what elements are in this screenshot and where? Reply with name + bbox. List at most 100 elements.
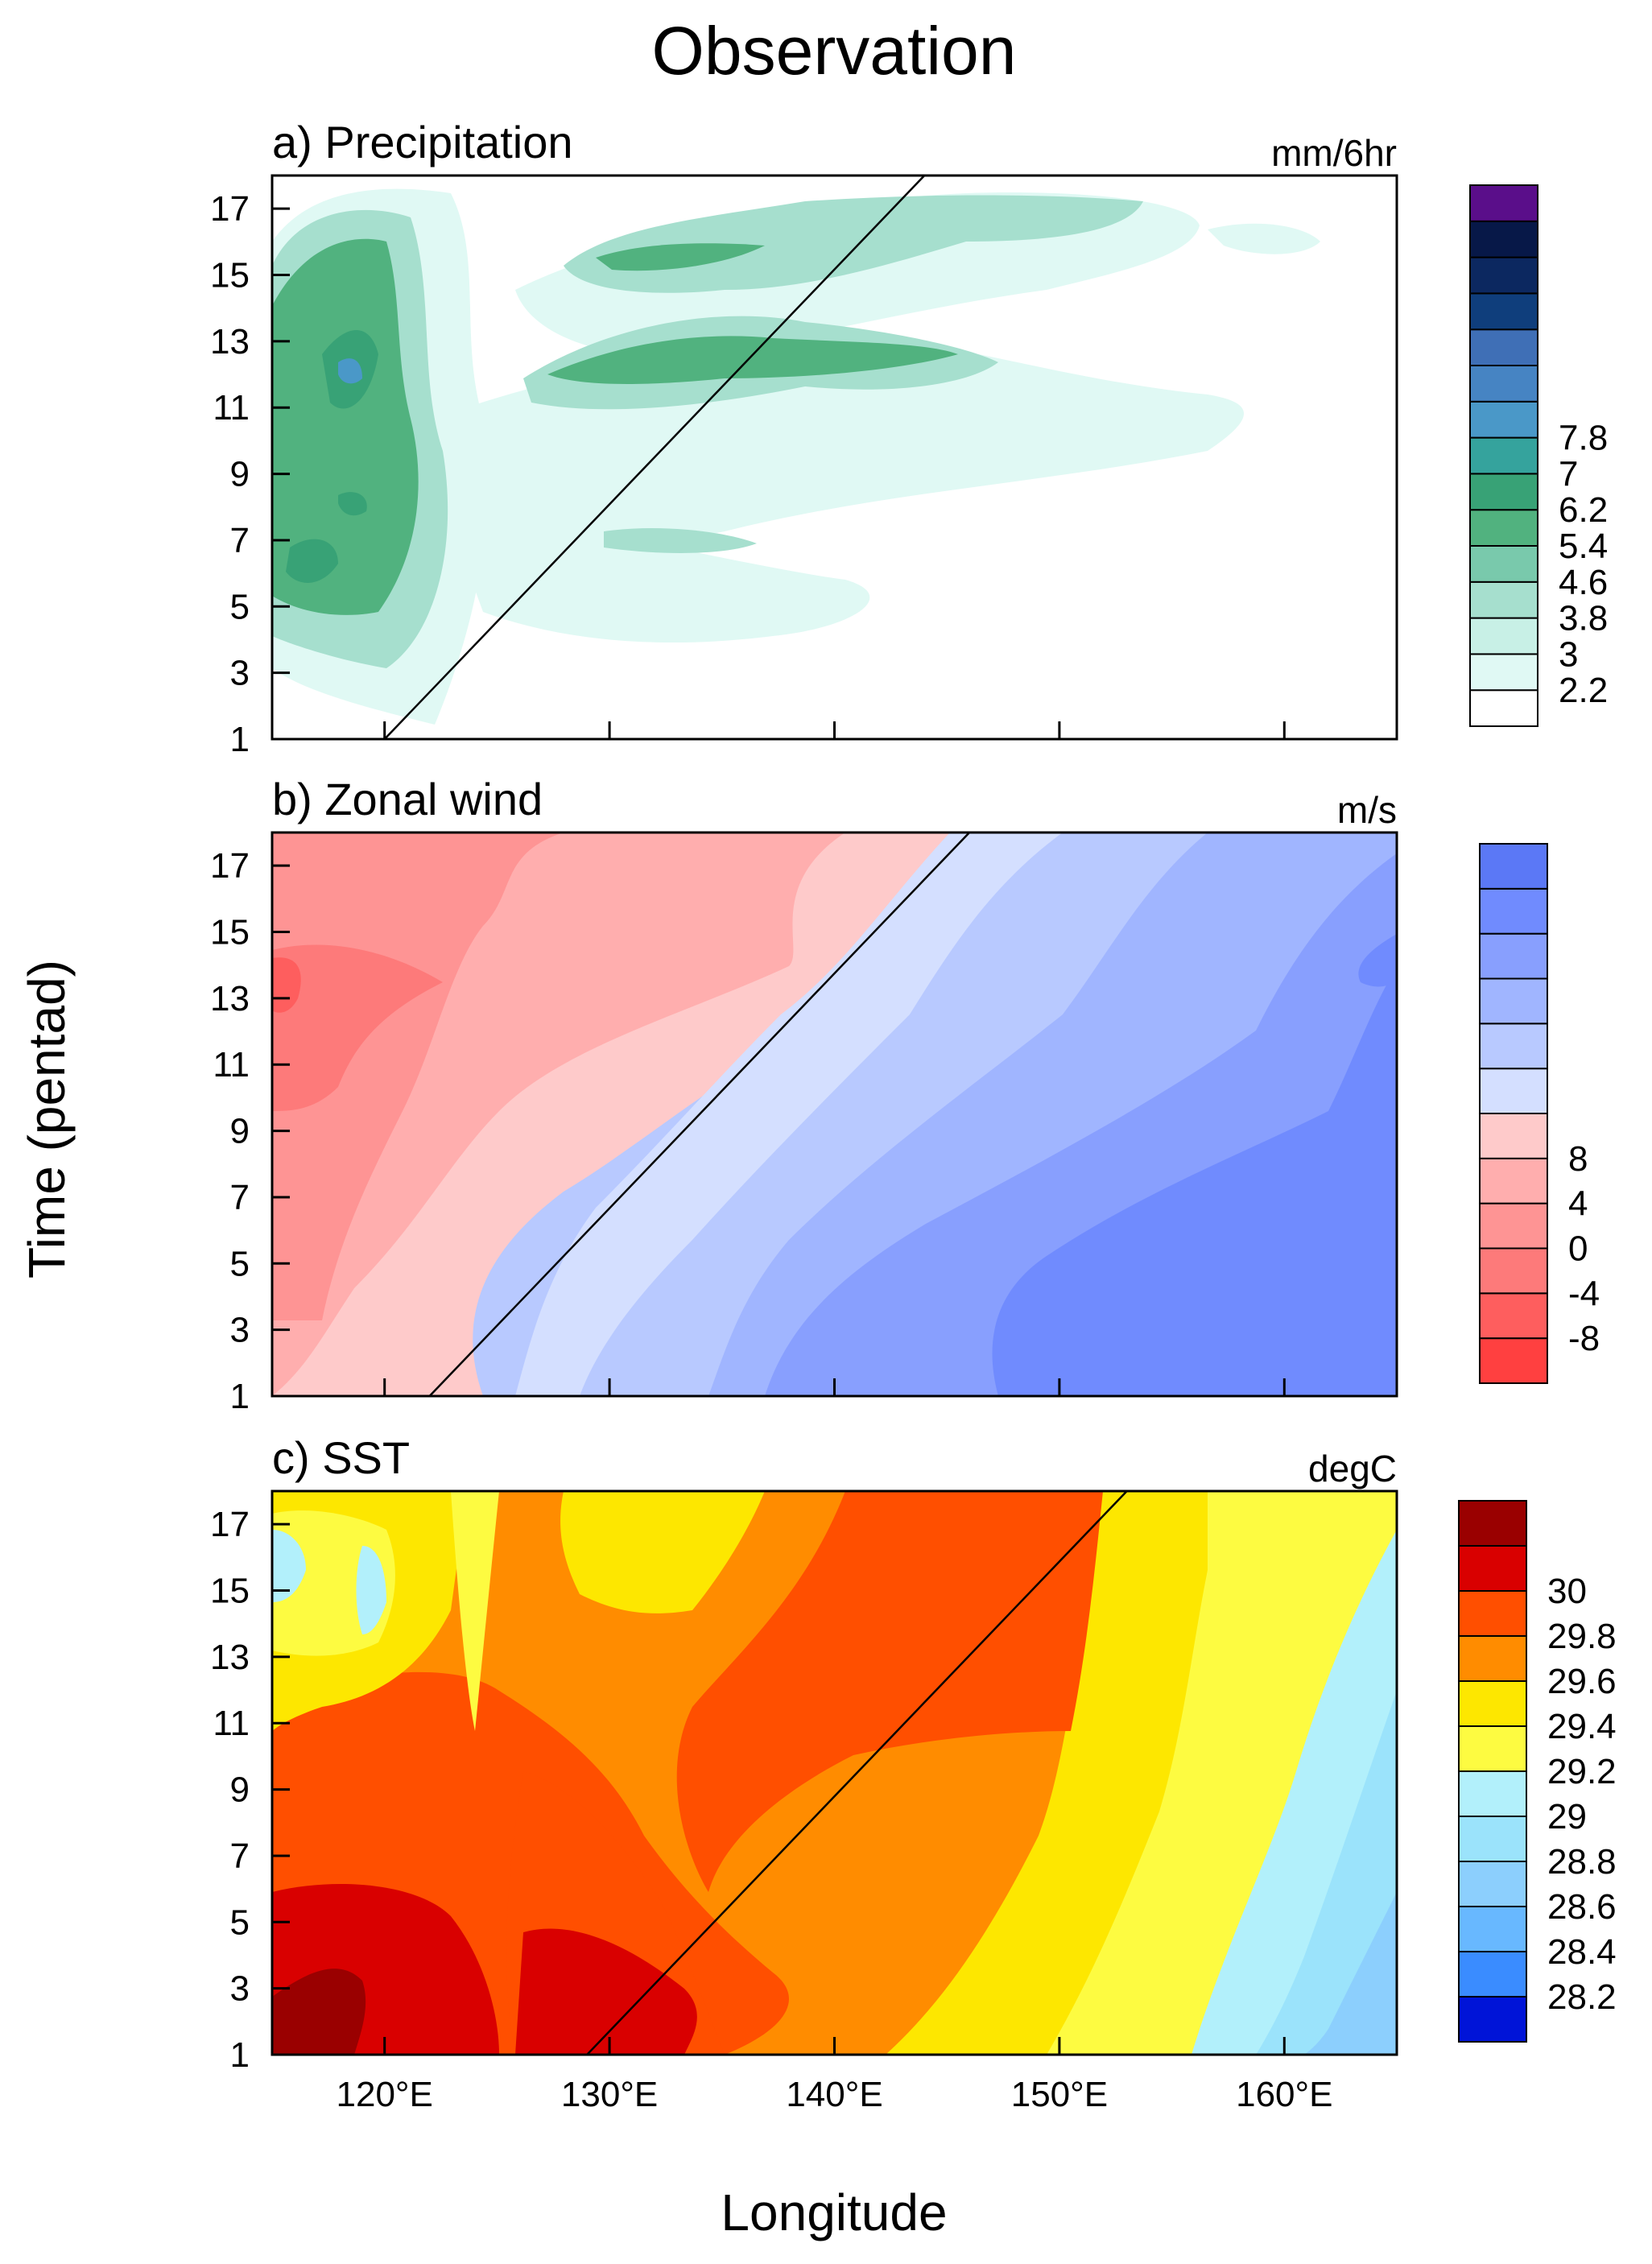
precip-colorbar-box (1469, 689, 1538, 728)
sst-colorbar-box (1458, 1770, 1527, 1817)
sst-colorbar-box (1458, 1500, 1527, 1547)
wind-colorbar-label: 0 (1568, 1229, 1588, 1269)
figure-ylabel: Time (pentad) (18, 960, 76, 1279)
sst-ytick-label: 5 (230, 1903, 250, 1942)
sst-colorbar-label: 29.6 (1547, 1662, 1617, 1701)
precip-colorbar-box (1469, 436, 1538, 475)
sst-panel-title: c) SST (272, 1432, 410, 1483)
wind-colorbar-box (1479, 1113, 1548, 1159)
wind-colorbar: 8 4 0 -4 -8 (1479, 843, 1600, 1384)
precip-colorbar-box (1469, 256, 1538, 295)
wind-colorbar-box (1479, 1337, 1548, 1384)
sst-field (272, 1491, 1397, 2055)
precip-colorbar-label: 5.4 (1559, 527, 1608, 566)
precip-ytick-label: 7 (230, 521, 250, 560)
precip-colorbar-box (1469, 220, 1538, 258)
wind-colorbar-box (1479, 1247, 1548, 1295)
precip-colorbar-label: 6.2 (1559, 490, 1608, 530)
wind-ytick-label: 9 (230, 1112, 250, 1151)
wind-ytick-label: 7 (230, 1178, 250, 1217)
sst-colorbar-box (1458, 1725, 1527, 1772)
figure-xlabel: Longitude (721, 2183, 947, 2241)
precip-ytick-label: 9 (230, 455, 250, 494)
sst-colorbar-box (1458, 1996, 1527, 2043)
precip-ytick-label: 3 (230, 654, 250, 693)
sst-colorbar-box (1458, 1680, 1527, 1727)
wind-colorbar-box (1479, 887, 1548, 935)
precip-colorbar-box (1469, 653, 1538, 692)
precip-field (272, 176, 1397, 739)
precip-ytick-label: 17 (210, 189, 250, 229)
sst-colorbar-box (1458, 1906, 1527, 1952)
wind-colorbar-box (1479, 1292, 1548, 1340)
precip-ytick-label: 11 (213, 388, 250, 428)
wind-ytick-label: 1 (230, 1377, 250, 1416)
precip-colorbar-box (1469, 400, 1538, 439)
sst-colorbar-box (1458, 1635, 1527, 1682)
wind-units-label: m/s (1337, 789, 1397, 831)
wind-colorbar-box (1479, 932, 1548, 980)
wind-colorbar-box (1479, 1157, 1548, 1204)
precip-ytick-label: 5 (230, 587, 250, 626)
precip-colorbar-label: 7.8 (1559, 419, 1608, 458)
sst-ytick-label: 17 (210, 1505, 250, 1544)
sst-xtick-label: 130°E (561, 2075, 658, 2114)
wind-colorbar-box (1479, 977, 1548, 1025)
sst-colorbar-label: 29.8 (1547, 1617, 1617, 1656)
precip-colorbar: 7.876.25.44.63.832.2 (1469, 184, 1608, 728)
sst-ytick-label: 1 (230, 2035, 250, 2075)
precip-colorbar-box (1469, 184, 1538, 222)
wind-ytick-label: 11 (213, 1045, 250, 1084)
sst-colorbar-label: 28.4 (1547, 1932, 1617, 1972)
sst-ytick-label: 7 (230, 1836, 250, 1876)
precip-colorbar-box (1469, 617, 1538, 655)
precip-reference-line (383, 175, 926, 740)
wind-colorbar-box (1479, 1023, 1548, 1070)
sst-ytick-label: 9 (230, 1770, 250, 1810)
wind-reference-line (428, 832, 971, 1397)
wind-field (272, 832, 1397, 1396)
sst-units-label: degC (1308, 1448, 1397, 1489)
sst-colorbar-label: 29.4 (1547, 1707, 1617, 1746)
wind-colorbar-box (1479, 1068, 1548, 1114)
figure-title: Observation (652, 13, 1017, 89)
sst-colorbar: 30 29.8 29.6 29.4 29.2 29 28.8 28.6 28.4 28.2 (1458, 1500, 1617, 2043)
wind-ytick-label: 5 (230, 1244, 250, 1283)
precip-colorbar-box (1469, 365, 1538, 403)
precip-ytick-label: 13 (210, 322, 250, 361)
wind-ytick-label: 13 (210, 979, 250, 1018)
precip-ytick-label: 1 (230, 720, 250, 759)
sst-xtick-label: 120°E (337, 2075, 433, 2114)
wind-ytick-label: 17 (210, 846, 250, 886)
sst-xtick-label: 150°E (1011, 2075, 1108, 2114)
wind-ytick-label: 3 (230, 1311, 250, 1350)
precip-units-label: mm/6hr (1271, 132, 1397, 174)
sst-colorbar-box (1458, 1545, 1527, 1592)
precip-colorbar-box (1469, 292, 1538, 331)
sst-colorbar-label: 29.2 (1547, 1752, 1617, 1791)
sst-ytick-label: 13 (210, 1638, 250, 1677)
precip-colorbar-label: 2.2 (1559, 671, 1608, 710)
precip-colorbar-box (1469, 509, 1538, 547)
precip-colorbar-label: 3.8 (1559, 599, 1608, 638)
wind-panel-title: b) Zonal wind (272, 774, 543, 824)
sst-colorbar-label: 29 (1547, 1797, 1587, 1836)
sst-colorbar-label: 28.6 (1547, 1887, 1617, 1927)
precip-panel-title: a) Precipitation (272, 117, 573, 167)
sst-xtick-label: 140°E (786, 2075, 882, 2114)
sst-colorbar-box (1458, 1590, 1527, 1637)
precip-colorbar-box (1469, 545, 1538, 583)
precip-colorbar-box (1469, 580, 1538, 619)
sst-colorbar-label: 28.8 (1547, 1842, 1617, 1882)
wind-ytick-label: 15 (210, 913, 250, 952)
sst-colorbar-box (1458, 1816, 1527, 1862)
precip-ytick-label: 15 (210, 256, 250, 295)
wind-colorbar-label: 8 (1568, 1139, 1588, 1179)
wind-colorbar-label: -8 (1568, 1319, 1600, 1358)
sst-ytick-label: 3 (230, 1969, 250, 2009)
